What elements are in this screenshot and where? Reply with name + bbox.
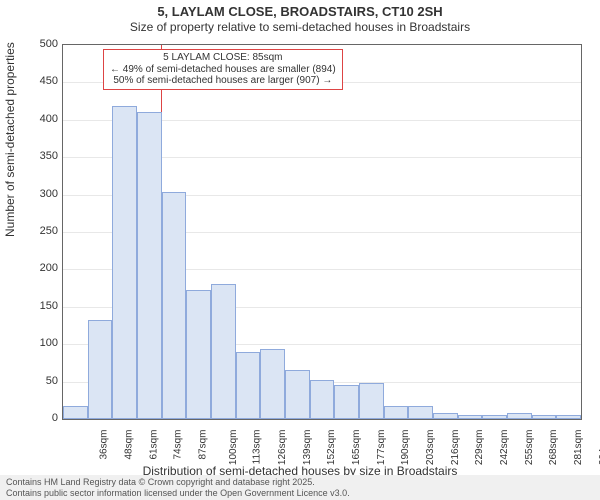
x-tick-label: 203sqm: [425, 430, 436, 466]
x-tick-label: 87sqm: [198, 430, 209, 460]
histogram-bar: [162, 192, 187, 419]
y-tick-label: 0: [52, 412, 58, 424]
histogram-bar: [63, 406, 88, 419]
histogram-bar: [310, 380, 335, 419]
y-tick-label: 200: [40, 262, 58, 274]
y-tick-label: 150: [40, 300, 58, 312]
x-tick-label: 229sqm: [474, 430, 485, 466]
histogram-bar: [532, 415, 557, 419]
x-tick-label: 113sqm: [252, 430, 263, 465]
histogram-bar: [359, 383, 384, 419]
annotation-line: 50% of semi-detached houses are larger (…: [110, 75, 336, 87]
y-tick-label: 50: [46, 375, 58, 387]
histogram-bar: [507, 413, 532, 419]
y-tick-label: 100: [40, 337, 58, 349]
chart-subtitle: Size of property relative to semi-detach…: [0, 20, 600, 34]
histogram-bar: [236, 352, 261, 419]
histogram-bar: [186, 290, 211, 419]
y-tick-label: 450: [40, 75, 58, 87]
histogram-bar: [408, 406, 433, 419]
y-tick-label: 300: [40, 188, 58, 200]
x-tick-label: 36sqm: [99, 430, 110, 460]
y-axis-label: Number of semi-detached properties: [3, 42, 17, 237]
histogram-bar: [112, 106, 137, 419]
histogram-bar: [556, 415, 581, 419]
histogram-bar: [482, 415, 507, 419]
annotation-line: ← 49% of semi-detached houses are smalle…: [110, 64, 336, 76]
chart-container: 5, LAYLAM CLOSE, BROADSTAIRS, CT10 2SH S…: [0, 0, 600, 500]
x-tick-label: 190sqm: [400, 430, 411, 466]
histogram-bar: [137, 112, 162, 419]
footnote-line: Contains HM Land Registry data © Crown c…: [6, 477, 594, 487]
x-tick-label: 61sqm: [148, 430, 159, 460]
x-tick-label: 216sqm: [450, 430, 461, 466]
histogram-bar: [334, 385, 359, 419]
x-tick-label: 139sqm: [302, 430, 313, 466]
x-tick-label: 126sqm: [277, 430, 288, 466]
y-tick-label: 500: [40, 38, 58, 50]
histogram-bar: [260, 349, 285, 419]
histogram-bar: [458, 415, 483, 419]
y-tick-label: 350: [40, 150, 58, 162]
x-tick-label: 242sqm: [499, 430, 510, 466]
footnote-line: Contains public sector information licen…: [6, 488, 594, 498]
x-tick-label: 48sqm: [124, 430, 135, 460]
x-tick-label: 165sqm: [351, 430, 362, 466]
histogram-bar: [285, 370, 310, 419]
x-tick-label: 177sqm: [376, 430, 387, 466]
y-tick-label: 400: [40, 113, 58, 125]
x-tick-label: 255sqm: [524, 430, 535, 466]
x-tick-label: 268sqm: [548, 430, 559, 466]
histogram-bar: [88, 320, 113, 419]
plot-area: 5 LAYLAM CLOSE: 85sqm ← 49% of semi-deta…: [62, 44, 582, 420]
x-tick-label: 100sqm: [228, 430, 239, 466]
y-tick-label: 250: [40, 225, 58, 237]
x-tick-label: 281sqm: [573, 430, 584, 466]
annotation-line: 5 LAYLAM CLOSE: 85sqm: [110, 52, 336, 64]
annotation-box: 5 LAYLAM CLOSE: 85sqm ← 49% of semi-deta…: [103, 49, 343, 90]
histogram-bar: [384, 406, 409, 419]
histogram-bar: [433, 413, 458, 419]
footnote: Contains HM Land Registry data © Crown c…: [0, 475, 600, 500]
histogram-bar: [211, 284, 236, 419]
x-tick-label: 74sqm: [173, 430, 184, 460]
chart-title: 5, LAYLAM CLOSE, BROADSTAIRS, CT10 2SH: [0, 4, 600, 19]
x-tick-label: 152sqm: [326, 430, 337, 466]
